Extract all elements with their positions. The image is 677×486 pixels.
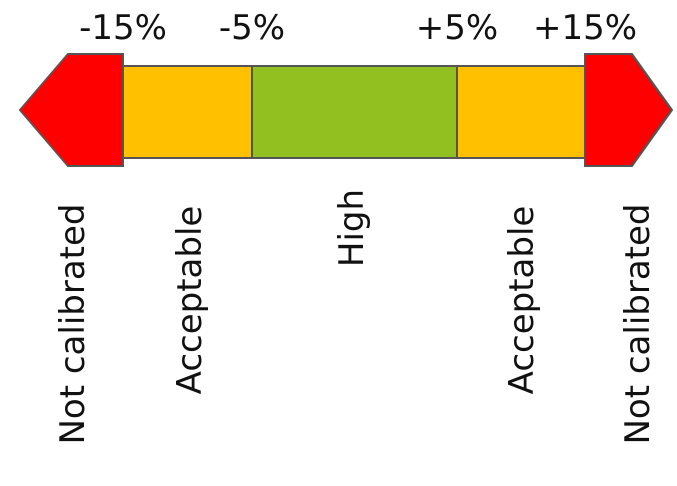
zone-label-acceptable-left: Acceptable <box>170 205 210 395</box>
zone-label-not-calibrated-right: Not calibrated <box>618 203 658 445</box>
zone-label-not-calibrated-left: Not calibrated <box>53 203 93 445</box>
zone-acceptable-left <box>122 65 253 159</box>
tick-label-minus-15: -15% <box>79 8 167 48</box>
zone-label-high: High <box>332 188 372 268</box>
tick-label-minus-5: -5% <box>218 8 286 48</box>
zone-high <box>251 65 458 159</box>
left-arrow-not-calibrated <box>18 53 124 167</box>
zone-acceptable-right <box>456 65 586 159</box>
right-arrow-not-calibrated <box>584 53 674 167</box>
tick-label-plus-15: +15% <box>532 8 638 48</box>
tick-label-plus-5: +5% <box>415 8 499 48</box>
zone-label-acceptable-right: Acceptable <box>502 205 542 395</box>
